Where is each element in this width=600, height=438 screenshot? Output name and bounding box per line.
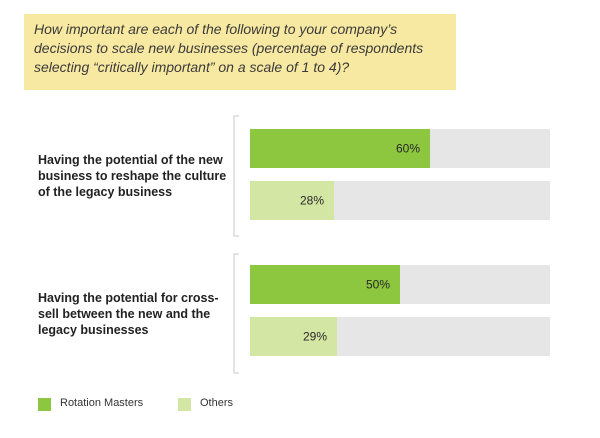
- group-bracket-1: [233, 253, 239, 374]
- bar-value-label-1-others: 29%: [303, 330, 327, 344]
- question-text: How important are each of the following …: [34, 21, 424, 75]
- category-label-cross-sell: Having the potential for cross-sell betw…: [38, 291, 219, 337]
- bar-value-label-1-rotation-masters: 50%: [366, 278, 390, 292]
- bar-0-others: [250, 181, 334, 220]
- legend-swatch-others: [178, 398, 191, 411]
- bar-0-rotation-masters: [250, 129, 430, 168]
- bar-1-rotation-masters: [250, 265, 400, 304]
- legend-swatch-rotation-masters: [38, 398, 51, 411]
- bar-1-others: [250, 317, 337, 356]
- category-label-reshape-culture: Having the potential of the new business…: [38, 153, 227, 199]
- bar-value-label-0-others: 28%: [300, 194, 324, 208]
- group-bracket-0: [233, 115, 239, 237]
- legend-label-others: Others: [200, 397, 234, 409]
- bar-value-label-0-rotation-masters: 60%: [396, 142, 420, 156]
- legend-label-rotation-masters: Rotation Masters: [60, 397, 144, 409]
- question-box: How important are each of the following …: [24, 14, 456, 90]
